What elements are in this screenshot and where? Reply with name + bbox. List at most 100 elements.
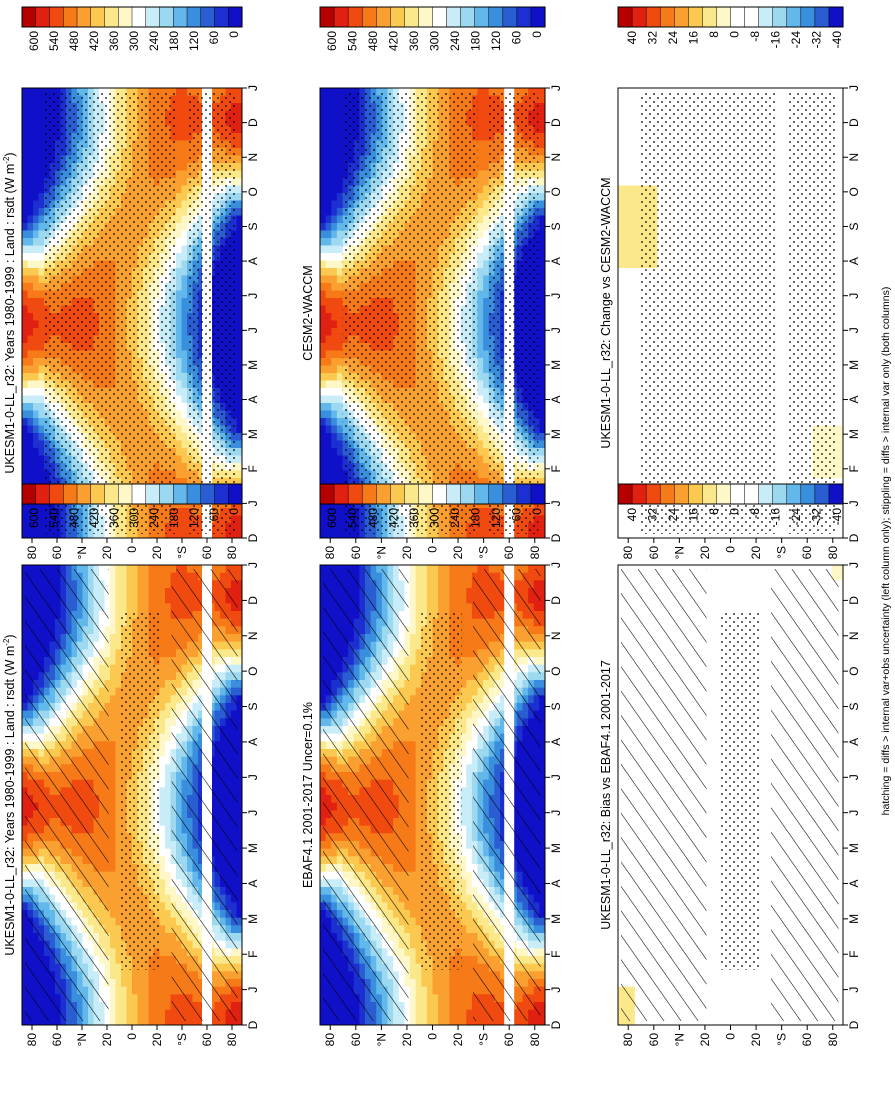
month-tick-label: A bbox=[246, 396, 260, 404]
lat-tick-label: 0 bbox=[724, 546, 738, 553]
lat-tick-label: °S bbox=[477, 1033, 491, 1046]
month-tick-label: A bbox=[549, 257, 563, 265]
month-tick-label: J bbox=[847, 500, 861, 506]
colorbar-label: 180 bbox=[167, 508, 181, 528]
month-tick-label: D bbox=[549, 118, 563, 127]
month-tick-label: J bbox=[246, 987, 260, 993]
colorbar-swatch bbox=[516, 6, 532, 28]
lat-tick-label: 80 bbox=[225, 1033, 239, 1047]
lat-tick-label: °S bbox=[175, 546, 189, 559]
colorbar-abs: 600 540 480 420 360 300 240 180 120 60 0 bbox=[21, 6, 243, 51]
colorbar-label: 40 bbox=[625, 31, 639, 45]
stipple-region bbox=[719, 611, 760, 970]
colorbar-swatch bbox=[474, 6, 490, 28]
colorbar-swatch bbox=[159, 6, 174, 28]
lat-tick-label: 80 bbox=[323, 546, 337, 560]
month-tick-label: O bbox=[246, 666, 260, 675]
colorbar-label: 0 bbox=[728, 31, 742, 38]
colorbar-label: 180 bbox=[468, 508, 482, 528]
colorbar-swatch bbox=[828, 483, 844, 505]
colorbar-swatch bbox=[744, 483, 760, 505]
colorbar-swatch bbox=[404, 6, 419, 28]
hatch-region bbox=[171, 569, 238, 1021]
colorbar-swatch bbox=[488, 6, 504, 28]
month-tick-label: J bbox=[847, 810, 861, 816]
stipple-region bbox=[786, 92, 837, 534]
month-tick-label: N bbox=[549, 631, 563, 640]
colorbar-label: -24 bbox=[789, 508, 803, 526]
lat-tick-label: 60 bbox=[50, 1033, 64, 1047]
colorbar-swatch bbox=[828, 6, 844, 28]
month-tick-label: A bbox=[847, 396, 861, 404]
lat-tick-label: °N bbox=[374, 546, 388, 559]
month-tick-label: J bbox=[847, 327, 861, 333]
lat-tick-label: 60 bbox=[647, 1033, 661, 1047]
month-tick-label: N bbox=[549, 153, 563, 162]
lat-tick-label: 20 bbox=[698, 1033, 712, 1047]
colorbar-label: 480 bbox=[366, 31, 380, 51]
colorbar-swatch bbox=[173, 6, 188, 28]
month-tick-label: N bbox=[246, 153, 260, 162]
month-tick-label: A bbox=[246, 257, 260, 265]
lat-tick-label: 80 bbox=[323, 1033, 337, 1047]
colorbar-label: 360 bbox=[107, 508, 121, 528]
colorbar-label: 540 bbox=[346, 31, 360, 51]
month-tick-label: J bbox=[549, 562, 563, 568]
colorbar-label: 0 bbox=[728, 508, 742, 515]
month-tick-label: D bbox=[847, 596, 861, 605]
panel-mid-left: 80 60 °N 20 0 20 °S 60 80 D J F M A M J J A S O N D J EBAF4.1 2… bbox=[301, 562, 563, 1046]
month-tick-label: O bbox=[847, 666, 861, 675]
month-tick-label: J bbox=[246, 293, 260, 299]
colorbar-swatch bbox=[659, 6, 675, 28]
colorbar-swatch bbox=[772, 6, 788, 28]
month-tick-label: S bbox=[847, 222, 861, 230]
colorbar-swatch bbox=[131, 6, 147, 28]
lat-tick-label: °N bbox=[75, 546, 89, 559]
month-tick-label: A bbox=[549, 879, 563, 887]
month-tick-label: D bbox=[246, 533, 260, 542]
colorbar-label: -8 bbox=[748, 508, 762, 519]
lat-tick-label: °S bbox=[775, 546, 789, 559]
colorbar-swatch bbox=[730, 483, 746, 505]
colorbar-label: 300 bbox=[127, 508, 141, 528]
lat-tick-label: °N bbox=[75, 1033, 89, 1046]
colorbar-label: -16 bbox=[768, 31, 782, 49]
panel-bot-right: 80 60 °N 20 0 20 °S 60 80DJFMAMJJASONDJUKESM1-0-… bbox=[599, 85, 861, 559]
colorbar-label: 120 bbox=[187, 31, 201, 51]
lat-tick-label: 80 bbox=[25, 1033, 39, 1047]
colorbar-label: 600 bbox=[325, 31, 339, 51]
colorbar-label: 24 bbox=[666, 508, 680, 522]
panel-top-left: 80 60 °N 20 0 20 °S 60 80 D J F M A M J J A S O N D J UKESM1-0-… bbox=[2, 562, 260, 1046]
colorbar-swatch bbox=[228, 6, 243, 28]
colorbar-swatch bbox=[376, 6, 391, 28]
colorbar-swatch bbox=[159, 483, 174, 505]
colorbar-label: 16 bbox=[687, 31, 701, 45]
lat-tick-label: 20 bbox=[100, 1033, 114, 1047]
lat-tick-label: 20 bbox=[749, 546, 763, 560]
month-tick-label: M bbox=[246, 429, 260, 439]
lat-tick-label: 0 bbox=[724, 1033, 738, 1040]
lat-tick-label: 20 bbox=[749, 1033, 763, 1047]
colorbar-swatch bbox=[145, 483, 161, 505]
month-tick-label: F bbox=[847, 951, 861, 958]
colorbar-label: 480 bbox=[67, 508, 81, 528]
colorbar-label: -40 bbox=[830, 508, 844, 526]
month-tick-label: A bbox=[847, 257, 861, 265]
lat-tick-label: 20 bbox=[400, 546, 414, 560]
colorbar-swatch bbox=[758, 483, 774, 505]
colorbar-label: 540 bbox=[47, 31, 61, 51]
colorbar-diff: 40 32 24 16 8 0 -8 -16 -24 -32 -40 bbox=[617, 483, 844, 526]
colorbar-swatch bbox=[502, 483, 518, 505]
lat-tick-label: 20 bbox=[150, 546, 164, 560]
lat-tick-label: °S bbox=[175, 1033, 189, 1046]
month-tick-label: M bbox=[549, 843, 563, 853]
colorbar-swatch bbox=[744, 6, 760, 28]
colorbar-swatch bbox=[104, 6, 119, 28]
month-tick-label: M bbox=[549, 360, 563, 370]
colorbar-swatch bbox=[530, 6, 546, 28]
month-tick-label: M bbox=[246, 914, 260, 924]
month-tick-label: J bbox=[246, 810, 260, 816]
month-tick-label: J bbox=[246, 85, 260, 91]
colorbar-swatch bbox=[347, 483, 363, 505]
month-tick-label: D bbox=[549, 596, 563, 605]
